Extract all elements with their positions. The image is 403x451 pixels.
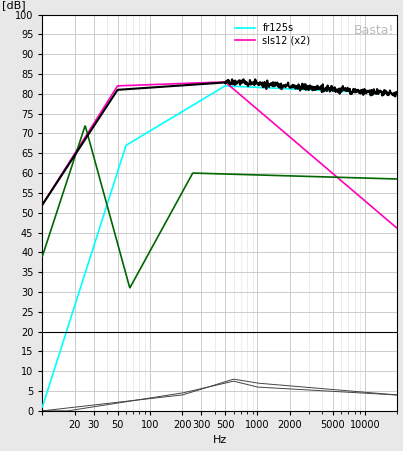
Y-axis label: [dB]: [dB] [2, 0, 26, 10]
Legend: fr125s, sls12 (x2): fr125s, sls12 (x2) [231, 19, 314, 49]
Text: Basta!: Basta! [353, 24, 394, 37]
X-axis label: Hz: Hz [213, 436, 227, 446]
